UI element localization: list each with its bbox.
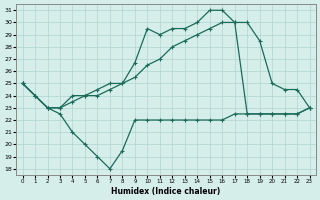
X-axis label: Humidex (Indice chaleur): Humidex (Indice chaleur) [111,187,221,196]
